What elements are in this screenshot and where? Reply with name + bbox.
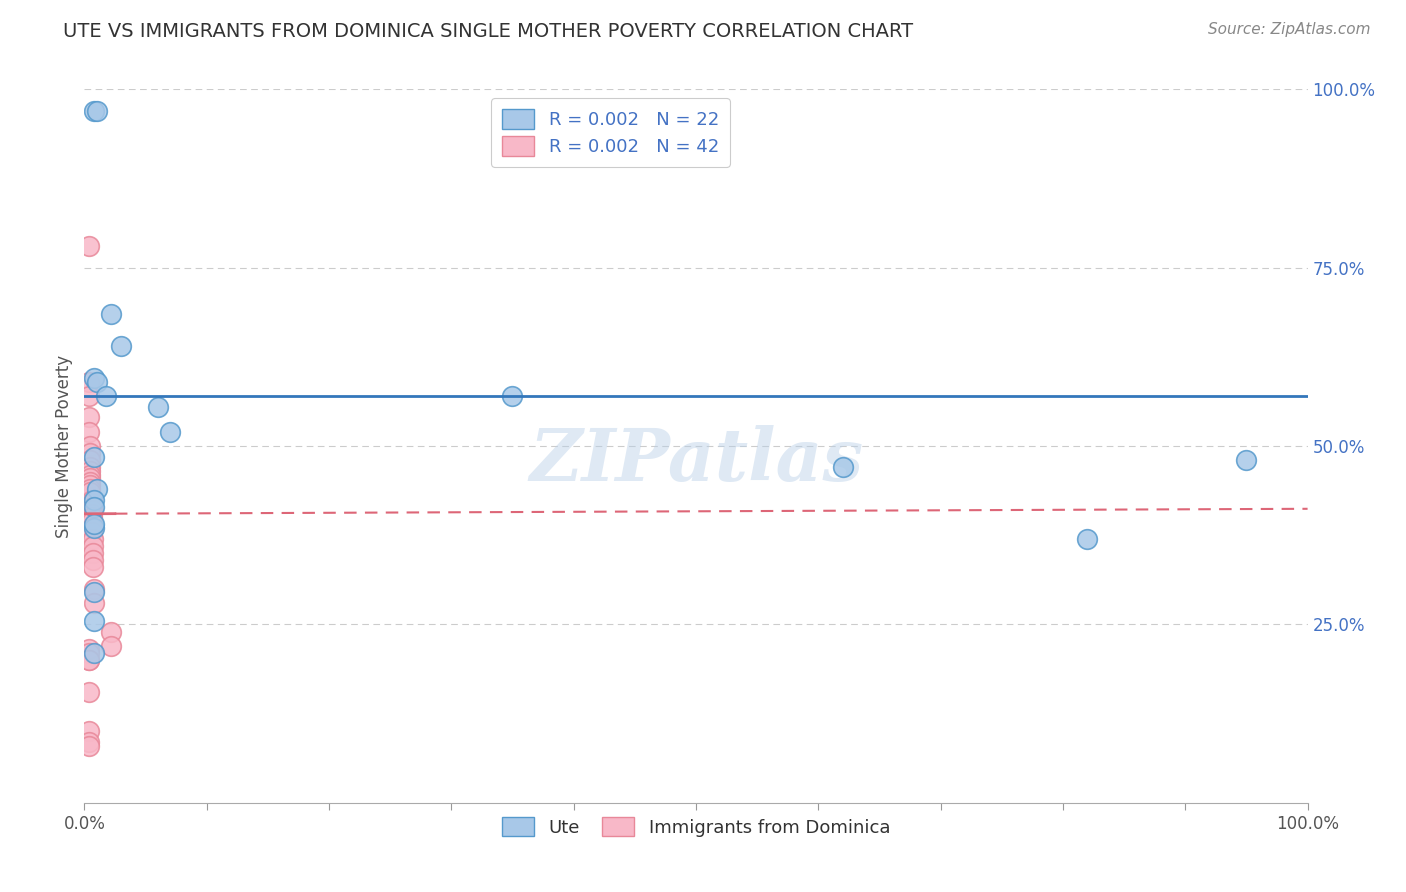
Point (77, 375, 100, 389)
Point (80, 514, 103, 528)
Point (80, 492, 103, 507)
Point (77, 642, 100, 657)
Point (83, 492, 105, 507)
Point (77, 646, 100, 660)
Point (83, 371, 105, 385)
Point (80, 521, 103, 535)
Point (159, 425, 181, 439)
Point (79, 467, 101, 482)
Point (82, 560, 104, 574)
Point (80, 524, 103, 539)
Point (79, 439, 101, 453)
Point (77, 724, 100, 739)
Point (82, 553, 104, 567)
Point (79, 478, 101, 492)
Point (86, 482, 108, 496)
Point (83, 582, 105, 596)
Point (77, 685, 100, 699)
Point (83, 596, 105, 610)
Point (110, 339, 132, 353)
Point (100, 624, 122, 639)
Point (79, 464, 101, 478)
Point (82, 539, 104, 553)
Point (1076, 532, 1098, 546)
Point (83, 103, 105, 118)
Point (100, 307, 122, 321)
Point (79, 475, 101, 489)
Point (82, 546, 104, 560)
Point (79, 446, 101, 460)
Point (80, 500, 103, 514)
Point (83, 521, 105, 535)
Point (100, 639, 122, 653)
Point (86, 375, 108, 389)
Point (83, 450, 105, 464)
Point (86, 103, 108, 118)
Point (77, 735, 100, 749)
Point (77, 653, 100, 667)
Point (79, 482, 101, 496)
Point (80, 507, 103, 521)
Text: Source: ZipAtlas.com: Source: ZipAtlas.com (1208, 22, 1371, 37)
Point (82, 532, 104, 546)
Point (77, 410, 100, 425)
Text: UTE VS IMMIGRANTS FROM DOMINICA SINGLE MOTHER POVERTY CORRELATION CHART: UTE VS IMMIGRANTS FROM DOMINICA SINGLE M… (63, 22, 914, 41)
Point (146, 400, 169, 414)
Point (80, 496, 103, 510)
Point (79, 453, 101, 467)
Point (1236, 453, 1258, 467)
Point (77, 389, 100, 403)
Y-axis label: Single Mother Poverty: Single Mother Poverty (55, 354, 73, 538)
Point (80, 510, 103, 524)
Point (83, 614, 105, 628)
Point (83, 646, 105, 660)
Legend: Ute, Immigrants from Dominica: Ute, Immigrants from Dominica (495, 809, 897, 844)
Point (96, 389, 118, 403)
Point (831, 460, 853, 475)
Point (83, 585, 105, 599)
Point (77, 239, 100, 253)
Text: ZIPatlas: ZIPatlas (529, 425, 863, 496)
Point (79, 471, 101, 485)
Point (77, 653, 100, 667)
Point (77, 425, 100, 439)
Point (83, 500, 105, 514)
Point (80, 503, 103, 517)
Point (79, 460, 101, 475)
Point (502, 389, 524, 403)
Point (77, 739, 100, 753)
Point (79, 485, 101, 500)
Point (83, 517, 105, 532)
